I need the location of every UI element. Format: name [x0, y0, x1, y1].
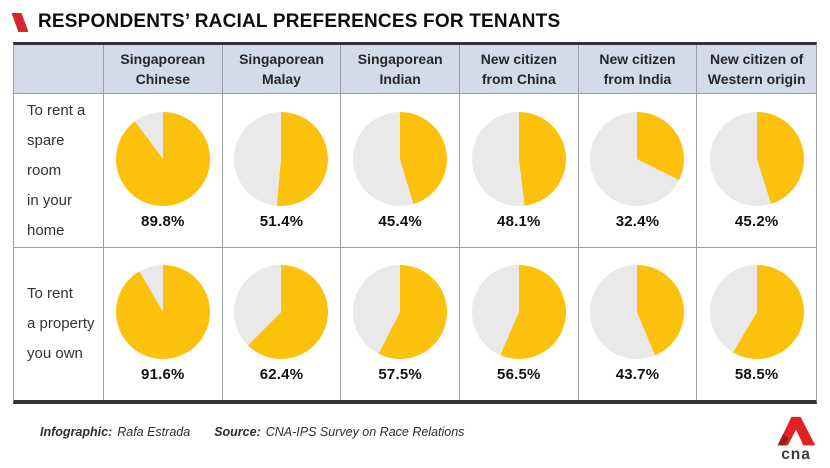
- corner-header-cell: [14, 45, 104, 94]
- source-credit-value: CNA-IPS Survey on Race Relations: [265, 425, 465, 439]
- table-cell: 62.4%: [223, 248, 342, 400]
- table-cell: 48.1%: [459, 94, 579, 248]
- pie-chart: [590, 111, 685, 206]
- column-header-singaporean-chinese: Singaporean Chinese: [104, 45, 223, 94]
- pie-chart: [353, 111, 448, 206]
- column-header-new-citizen-china: New citizen from China: [459, 45, 579, 94]
- table-cell: 91.6%: [104, 248, 223, 400]
- percentage-label: 62.4%: [259, 366, 304, 383]
- percentage-label: 45.2%: [734, 212, 779, 230]
- pie-chart: [471, 111, 566, 206]
- percentage-label: 51.4%: [259, 212, 304, 230]
- table-cell: 32.4%: [578, 94, 698, 248]
- percentage-label: 58.5%: [734, 366, 779, 383]
- infographic-credit: Infographic: Rafa Estrada: [40, 425, 190, 439]
- table-cell: 89.8%: [104, 94, 223, 248]
- infographic-credit-label: Infographic:: [40, 425, 113, 439]
- percentage-label: 91.6%: [141, 366, 185, 383]
- table-cell: 51.4%: [222, 94, 342, 248]
- pie-chart: [234, 111, 329, 206]
- table-cell: 45.4%: [341, 94, 460, 248]
- column-header-singaporean-indian: Singaporean Indian: [341, 45, 460, 94]
- table-cell: 58.5%: [697, 248, 816, 400]
- red-slash-icon: [11, 12, 29, 32]
- pie-chart: [709, 265, 804, 359]
- column-header-new-citizen-india: New citizen from India: [578, 45, 698, 94]
- pie-chart: [590, 265, 685, 359]
- table-cell: 57.5%: [341, 248, 460, 400]
- percentage-label: 45.4%: [378, 212, 422, 230]
- table-cell: 45.2%: [697, 94, 816, 248]
- infographic-credit-value: Rafa Estrada: [117, 425, 191, 439]
- source-credit-label: Source:: [214, 425, 261, 439]
- table-cell: 43.7%: [579, 248, 698, 400]
- source-credit: Source: CNA-IPS Survey on Race Relations: [214, 425, 464, 439]
- percentage-label: 48.1%: [497, 212, 541, 230]
- pie-chart: [709, 111, 804, 206]
- footer: Infographic: Rafa Estrada Source: CNA-IP…: [0, 425, 830, 439]
- pie-chart: [353, 265, 448, 359]
- percentage-label: 56.5%: [497, 366, 541, 383]
- percentage-label: 89.8%: [141, 212, 185, 230]
- cna-logo-text: cna: [781, 446, 811, 461]
- row-label-property-own: To rent a property you own: [14, 248, 104, 400]
- row-label-spare-room: To rent a spare room in your home: [14, 94, 104, 248]
- pie-chart: [115, 111, 210, 206]
- cna-logo: cna: [771, 415, 821, 463]
- page-title: RESPONDENTS’ RACIAL PREFERENCES FOR TENA…: [38, 11, 561, 32]
- table-cell: 56.5%: [460, 248, 579, 400]
- pie-chart: [234, 265, 329, 359]
- preferences-table: Singaporean Chinese Singaporean Malay Si…: [13, 42, 817, 404]
- column-header-new-citizen-western: New citizen of Western origin: [697, 45, 816, 94]
- percentage-label: 32.4%: [615, 212, 660, 230]
- percentage-label: 43.7%: [615, 366, 660, 383]
- column-header-singaporean-malay: Singaporean Malay: [222, 45, 342, 94]
- pie-chart: [471, 265, 566, 359]
- cna-logo-icon: cna: [777, 416, 816, 461]
- page-header: RESPONDENTS’ RACIAL PREFERENCES FOR TENA…: [0, 0, 830, 33]
- pie-chart: [115, 265, 210, 359]
- percentage-label: 57.5%: [378, 366, 422, 383]
